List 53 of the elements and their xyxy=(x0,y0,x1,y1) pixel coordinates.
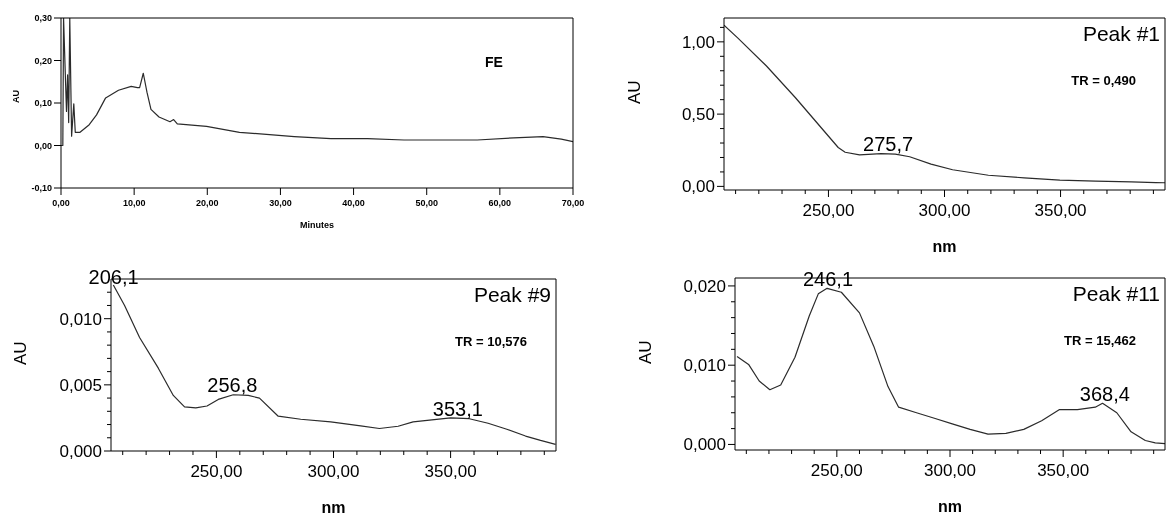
annotation: 368,4 xyxy=(1079,383,1130,406)
x-tick-label: 10,00 xyxy=(122,198,146,208)
x-tick-label: 300,00 xyxy=(924,461,976,480)
y-tick-label: 1,00 xyxy=(681,32,715,52)
y-tick-label: 0,010 xyxy=(59,309,102,329)
x-axis-title: nm xyxy=(938,498,962,515)
x-tick-label: 250,00 xyxy=(190,462,243,481)
y-tick-label: 0,50 xyxy=(681,105,715,125)
annotation: 275,7 xyxy=(863,133,914,156)
annotation: 353,1 xyxy=(432,397,483,420)
y-tick-label: 0,000 xyxy=(59,441,102,461)
y-axis-title: AU xyxy=(11,90,22,103)
x-tick-label: 40,00 xyxy=(342,198,365,208)
annotation: TR = 10,576 xyxy=(455,334,527,349)
line-series xyxy=(736,287,1165,445)
annotation: FE xyxy=(485,54,503,70)
x-tick-label: 350,00 xyxy=(1034,201,1087,220)
line-series xyxy=(724,24,1165,184)
y-tick-label: 0,000 xyxy=(683,435,726,455)
annotation: Peak #11 xyxy=(1072,282,1160,305)
x-tick-label: 300,00 xyxy=(918,201,971,220)
y-axis-title: AU xyxy=(625,80,645,104)
x-tick-label: 0,00 xyxy=(52,198,70,208)
x-tick-label: 60,00 xyxy=(488,198,512,208)
annotation: 206,1 xyxy=(88,265,139,288)
annotation: Peak #1 xyxy=(1082,22,1160,45)
x-tick-label: 350,00 xyxy=(1037,461,1090,480)
y-tick-label: 0,010 xyxy=(683,356,726,376)
annotation: TR = 15,462 xyxy=(1064,333,1136,348)
x-tick-label: 300,00 xyxy=(307,462,360,481)
y-tick-label: 0,020 xyxy=(683,276,726,296)
x-tick-label: 350,00 xyxy=(424,462,477,481)
annotation: TR = 0,490 xyxy=(1071,73,1136,88)
y-tick-label: -0,10 xyxy=(31,183,52,194)
x-tick-label: 30,00 xyxy=(269,198,292,208)
y-tick-label: 0,10 xyxy=(34,98,52,109)
annotation: 246,1 xyxy=(802,268,854,291)
y-tick-label: 0,20 xyxy=(34,55,52,66)
x-axis-title: nm xyxy=(932,238,957,255)
annotation: 256,8 xyxy=(207,374,258,397)
y-tick-label: 0,00 xyxy=(34,140,52,151)
x-tick-label: 20,00 xyxy=(196,198,219,208)
x-tick-label: 70,00 xyxy=(561,198,585,208)
y-axis-title: AU xyxy=(11,341,31,365)
y-tick-label: 0,30 xyxy=(34,13,52,24)
x-tick-label: 250,00 xyxy=(802,201,855,220)
x-tick-label: 50,00 xyxy=(415,198,438,208)
y-axis-title: AU xyxy=(636,340,656,364)
x-axis-title: nm xyxy=(321,499,346,516)
x-tick-label: 250,00 xyxy=(810,461,863,480)
annotation: Peak #9 xyxy=(473,283,551,306)
x-axis-title: Minutes xyxy=(299,220,335,230)
y-tick-label: 0,005 xyxy=(59,375,102,395)
